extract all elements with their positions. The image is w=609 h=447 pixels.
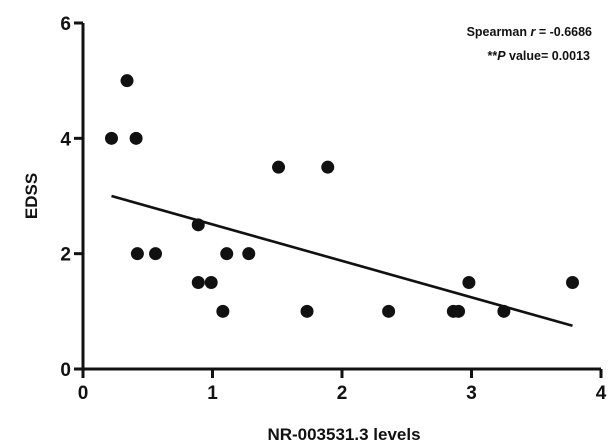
data-point — [204, 276, 218, 289]
data-point — [216, 304, 230, 318]
y-ticks: 0 2 4 6 — [60, 14, 83, 381]
spearman-prefix: Spearman — [467, 25, 531, 39]
data-point — [120, 74, 134, 88]
regression-line-group — [111, 194, 573, 328]
spearman-r-italic: r — [530, 25, 536, 39]
x-tick-label: 4 — [596, 383, 607, 404]
data-point — [191, 276, 205, 289]
data-point — [242, 247, 256, 261]
data-point — [382, 304, 396, 318]
p-italic: P — [497, 49, 506, 63]
x-tick-label: 0 — [78, 383, 89, 404]
p-prefix: ** — [487, 49, 497, 63]
x-axis-label: NR-003531.3 levels — [267, 425, 420, 444]
x-tick-label: 2 — [337, 383, 348, 404]
data-point — [462, 276, 476, 289]
spearman-value: = -0.6686 — [535, 25, 592, 39]
x-tick-label: 1 — [207, 383, 218, 404]
data-point — [272, 160, 286, 174]
p-value: value= 0.0013 — [506, 49, 590, 63]
p-value-annotation: **P value= 0.0013 — [487, 49, 590, 63]
data-point — [300, 304, 314, 318]
data-point — [452, 304, 466, 318]
data-point — [129, 131, 143, 145]
data-point — [566, 276, 580, 289]
y-tick-label: 2 — [60, 245, 71, 266]
regression-line — [111, 194, 573, 328]
x-ticks: 0 1 2 3 4 — [78, 369, 607, 404]
data-point — [321, 160, 335, 174]
spearman-annotation: Spearman r = -0.6686 — [467, 25, 592, 39]
data-point — [130, 247, 144, 261]
data-point — [497, 304, 511, 318]
data-points — [104, 74, 580, 318]
data-point — [220, 247, 234, 261]
data-point — [191, 218, 205, 232]
y-tick-label: 6 — [60, 14, 71, 35]
y-tick-label: 0 — [60, 360, 71, 381]
data-point — [149, 247, 163, 261]
y-tick-label: 4 — [60, 129, 71, 150]
data-point — [104, 131, 118, 145]
x-tick-label: 3 — [466, 383, 477, 404]
y-axis-label: EDSS — [22, 173, 41, 219]
